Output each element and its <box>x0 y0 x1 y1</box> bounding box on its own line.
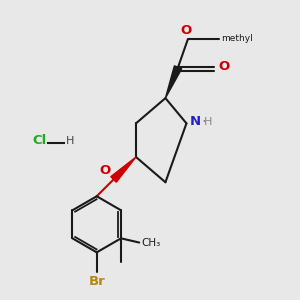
Text: CH₃: CH₃ <box>142 238 161 248</box>
Text: Br: Br <box>88 275 105 288</box>
Text: H: H <box>204 117 212 127</box>
Text: O: O <box>99 164 110 177</box>
Text: Cl: Cl <box>32 134 46 147</box>
Text: O: O <box>181 24 192 37</box>
Text: ·: · <box>201 115 206 130</box>
Text: O: O <box>218 60 230 73</box>
Text: N: N <box>190 116 201 128</box>
Text: methyl: methyl <box>221 34 253 43</box>
Polygon shape <box>111 157 136 182</box>
Polygon shape <box>165 66 182 98</box>
Text: H: H <box>66 136 74 146</box>
